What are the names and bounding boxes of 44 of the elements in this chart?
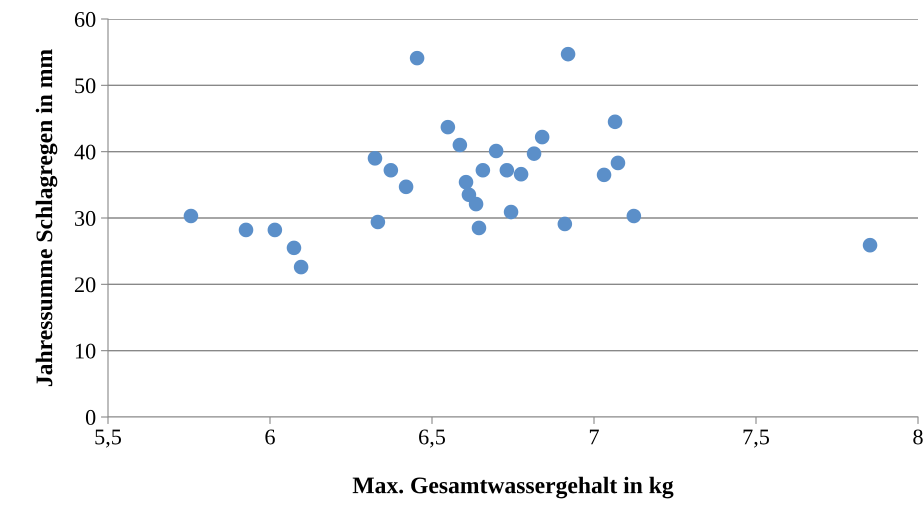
point xyxy=(184,208,198,224)
y-tick-label: 30 xyxy=(75,210,96,226)
point xyxy=(398,180,414,194)
point xyxy=(526,146,542,161)
point xyxy=(238,222,254,238)
point xyxy=(294,260,308,274)
y-tick-label: 40 xyxy=(74,144,96,160)
point xyxy=(560,46,576,62)
y-tick-label: 20 xyxy=(74,277,96,292)
point xyxy=(476,162,490,178)
x-tick-label: 6 xyxy=(265,430,275,444)
point xyxy=(558,216,572,232)
point xyxy=(384,162,398,178)
x-tick-label: 5,5 xyxy=(95,430,122,448)
y-tick-label: 60 xyxy=(74,12,96,27)
point xyxy=(610,156,626,170)
point xyxy=(862,238,878,252)
x-tick-label: 7,5 xyxy=(744,430,770,448)
point xyxy=(368,151,382,166)
point xyxy=(410,50,424,66)
point xyxy=(488,144,504,158)
y-axis-title: Jahressumme Schlagregen in mm xyxy=(36,49,58,386)
x-tick-label: 6,5 xyxy=(419,430,446,448)
point xyxy=(440,120,456,134)
point xyxy=(500,162,514,178)
point xyxy=(286,240,302,256)
point xyxy=(608,114,622,130)
point xyxy=(514,166,528,182)
point xyxy=(370,214,386,230)
point xyxy=(452,138,468,152)
point xyxy=(504,204,518,220)
point xyxy=(458,174,474,190)
point xyxy=(626,208,642,224)
point xyxy=(472,220,486,236)
y-tick-label: 10 xyxy=(76,344,96,359)
point xyxy=(534,130,550,144)
point xyxy=(468,196,484,212)
point xyxy=(596,168,612,182)
y-tick-label: 0 xyxy=(86,410,96,425)
y-tick-label: 50 xyxy=(75,78,96,94)
x-tick-label: 7 xyxy=(590,430,599,444)
x-tick-label: 8 xyxy=(913,429,923,444)
x-axis-title: Max. Gesamtwassergehalt in kg xyxy=(352,476,674,498)
point xyxy=(268,222,282,238)
